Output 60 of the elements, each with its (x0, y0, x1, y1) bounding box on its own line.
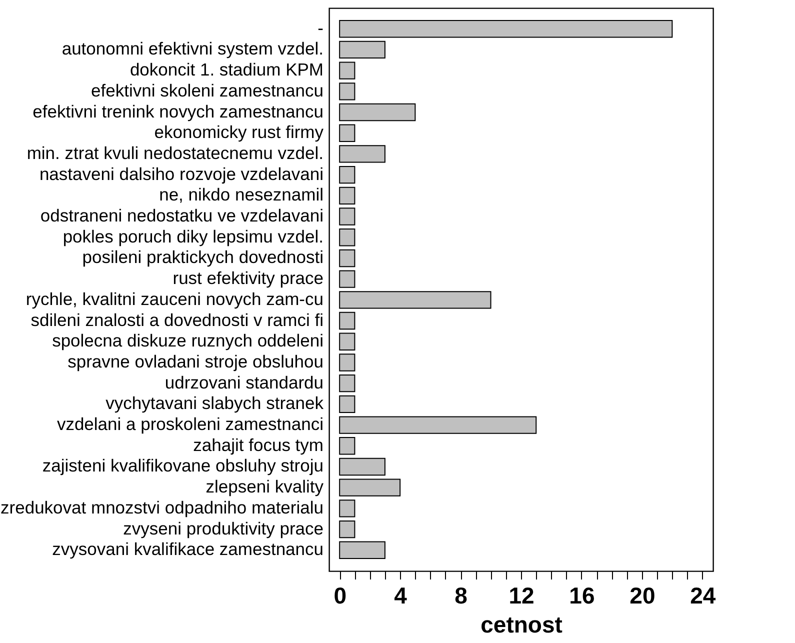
x-tick-label: 24 (690, 582, 716, 608)
bar (339, 145, 386, 163)
y-tick-label: ne, nikdo neseznamil (159, 184, 324, 205)
y-tick-label: sdileni znalosti a dovednosti v ramci fi (30, 310, 324, 330)
y-tick-label: zvyseni produktivity prace (123, 518, 324, 538)
bar (339, 291, 492, 309)
bar (339, 270, 356, 288)
x-tick-label: 12 (508, 582, 534, 608)
x-tick-label: 20 (630, 582, 656, 608)
x-axis-title: cetnost (480, 612, 563, 638)
bar (339, 249, 356, 268)
bar (339, 103, 416, 122)
y-tick-label: efektivni trenink novych zamestnancu (32, 101, 324, 122)
y-tick-label: odstraneni nedostatku ve vzdelavani (40, 206, 324, 226)
y-tick-label: - (318, 18, 324, 38)
x-tick-label: 0 (334, 582, 346, 608)
y-tick-label: autonomni efektivni system vzdel. (62, 38, 324, 59)
y-tick-label: vychytavani slabych stranek (106, 393, 324, 414)
bar (339, 62, 356, 80)
bar (339, 458, 386, 476)
y-tick-label: spolecna diskuze ruznych oddeleni (52, 330, 324, 351)
y-tick-label: pokles poruch diky lepsimu vzdel. (62, 226, 324, 246)
x-tick-label: 8 (454, 582, 468, 608)
y-tick-label: nastaveni dalsiho rozvoje vzdelavani (39, 164, 324, 184)
y-tick-label: rychle, kvalitni zauceni novych zam-cu (26, 288, 324, 309)
x-tick-label: 4 (394, 582, 408, 608)
y-tick-label: ekonomicky rust firmy (154, 122, 324, 142)
bar (339, 437, 356, 455)
bar (339, 332, 356, 350)
y-tick-label: zredukovat mnozstvi odpadniho materialu (0, 497, 324, 518)
y-tick-label: efektivni skoleni zamestnancu (91, 80, 324, 100)
bar (339, 520, 356, 538)
y-tick-label: dokoncit 1. stadium KPM (130, 60, 324, 80)
x-tick-label: 16 (569, 582, 595, 608)
bar (339, 354, 356, 372)
bar (339, 40, 386, 59)
bar (339, 166, 356, 184)
bar (339, 20, 673, 38)
bar (339, 500, 356, 518)
y-tick-label: udrzovani standardu (164, 372, 324, 392)
y-tick-label: spravne ovladani stroje obsluhou (68, 351, 324, 372)
y-tick-label: zajisteni kvalifikovane obsluhy stroju (42, 456, 324, 476)
bar (339, 208, 356, 226)
bar (339, 82, 356, 100)
y-tick-label: zlepseni kvality (206, 476, 324, 497)
y-tick-label: min. ztrat kvuli nedostatecnemu vzdel. (26, 142, 324, 163)
bar (339, 228, 356, 246)
y-tick-label: posileni praktickych dovednosti (82, 247, 324, 268)
bar (339, 124, 356, 142)
y-tick-label: zahajit focus tym (193, 434, 324, 455)
y-tick-label: zvysovani kvalifikace zamestnancu (52, 539, 324, 560)
bar (339, 478, 401, 496)
y-tick-label: vzdelani a proskoleni zamestnanci (56, 414, 324, 434)
bar (339, 416, 537, 434)
bar (339, 186, 356, 205)
y-tick-label: rust efektivity prace (172, 268, 324, 288)
bar (339, 541, 386, 559)
bar (339, 312, 356, 330)
bar (339, 374, 356, 392)
bar (339, 395, 356, 414)
